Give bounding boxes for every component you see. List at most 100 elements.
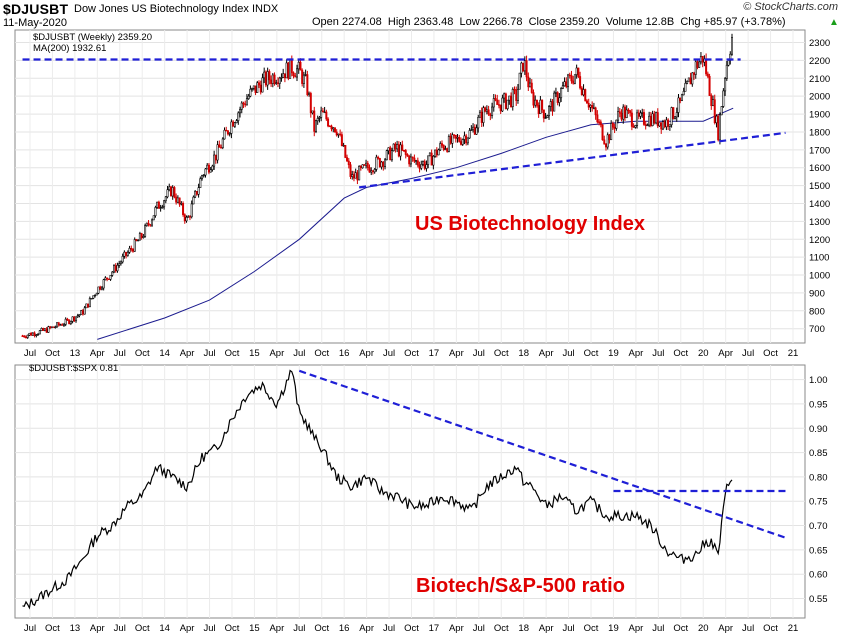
candle-body (314, 120, 317, 132)
y-tick-label: 1600 (809, 163, 830, 174)
y-tick-label: 2100 (809, 74, 830, 85)
candle-body (603, 139, 606, 145)
candle-body (176, 197, 179, 203)
candle-body (623, 106, 626, 118)
candle-body (258, 82, 261, 86)
candle-body (254, 85, 257, 93)
candle-body (470, 129, 473, 131)
resistance-trendline (298, 369, 786, 539)
candle-body (337, 133, 340, 136)
candle-body (230, 121, 233, 134)
x-tick-label: 15 (249, 348, 260, 359)
candle-body (294, 75, 297, 78)
candle-body (30, 332, 33, 336)
candle-body (90, 298, 93, 300)
y-tick-label: 1100 (809, 253, 829, 264)
x-tick-label: Apr (539, 348, 554, 359)
x-tick-label: Oct (584, 623, 599, 633)
candle-body (330, 125, 333, 130)
candle-body (278, 77, 281, 84)
candle-body (290, 58, 293, 74)
x-tick-label: Oct (314, 623, 329, 633)
candle-body (81, 310, 84, 315)
x-tick-label: Oct (494, 348, 509, 359)
candle-body (567, 74, 570, 88)
candle-body (168, 186, 171, 190)
candle-body (144, 225, 147, 237)
candle-body (693, 72, 696, 75)
candle-body (518, 72, 521, 90)
candle-body (634, 125, 637, 128)
candle-body (54, 326, 57, 329)
x-tick-label: Jul (383, 348, 395, 359)
candle-body (295, 68, 298, 78)
candle-body (529, 82, 532, 88)
x-tick-label: Apr (90, 623, 105, 633)
candle-body (561, 85, 564, 89)
candle-body (453, 134, 456, 136)
x-tick-label: Jul (24, 623, 36, 633)
candle-body (169, 186, 172, 197)
candle-body (182, 203, 185, 215)
candle-body (553, 92, 556, 112)
candle-body (149, 224, 152, 226)
candle-body (437, 149, 440, 156)
candle-body (508, 95, 511, 101)
candle-body (706, 73, 709, 77)
candle-body (66, 318, 69, 321)
candle-body (128, 247, 131, 253)
candle-body (539, 99, 542, 114)
ratio-panel: 0.55 0.60 0.65 0.70 0.75 0.80 0.85 0.90 0.95 1.00… (15, 365, 828, 633)
candle-body (256, 82, 259, 93)
x-tick-label: 17 (429, 623, 440, 633)
candle-body (188, 216, 191, 218)
candle-body (725, 64, 728, 79)
stockcharts-logo: © StockCharts.com (743, 1, 838, 13)
candle-body (475, 127, 478, 135)
ratio-annotation: Biotech/S&P-500 ratio (416, 575, 625, 597)
candle-body (354, 172, 357, 179)
biotech-frame (14, 29, 806, 344)
candle-body (604, 143, 607, 148)
y-tick-label: 1000 (809, 271, 830, 282)
candle-body (245, 98, 248, 106)
candle-body (710, 95, 713, 106)
candle-body (546, 115, 549, 119)
candle-body (325, 111, 328, 120)
candle-body (130, 247, 133, 250)
candle-body (378, 158, 381, 168)
candle-body (370, 170, 373, 173)
candle-body (584, 89, 587, 102)
candle-body (92, 295, 95, 299)
candle-body (52, 326, 55, 328)
candle-body (221, 138, 224, 148)
candle-body (708, 75, 711, 96)
candle-body (653, 113, 656, 124)
candle-body (668, 124, 671, 127)
y-tick-label: 2000 (809, 92, 830, 103)
candle-body (31, 332, 34, 336)
y-tick-label: 1400 (809, 199, 830, 210)
candle-body (415, 160, 418, 162)
candle-body (506, 99, 509, 109)
low-label: Low (459, 16, 480, 28)
candle-body (358, 165, 361, 181)
candle-body (610, 123, 613, 141)
candle-body (171, 187, 174, 197)
x-tick-label: Oct (45, 623, 60, 633)
candle-body (484, 107, 487, 112)
ratio-frame (14, 364, 806, 619)
y-tick-label: 0.70 (809, 521, 828, 532)
main-legend: $DJUSBT (Weekly) 2359.20 (33, 32, 152, 43)
x-tick-label: 19 (608, 348, 619, 359)
candle-body (249, 88, 252, 97)
candle-body (672, 107, 675, 119)
candle-body (717, 115, 720, 141)
y-tick-label: 0.90 (809, 424, 828, 435)
candle-body (646, 124, 649, 127)
candle-body (537, 105, 540, 114)
candle-body (118, 263, 121, 266)
candle-body (478, 111, 481, 118)
candle-body (304, 74, 307, 76)
open-label: Open (312, 16, 339, 28)
